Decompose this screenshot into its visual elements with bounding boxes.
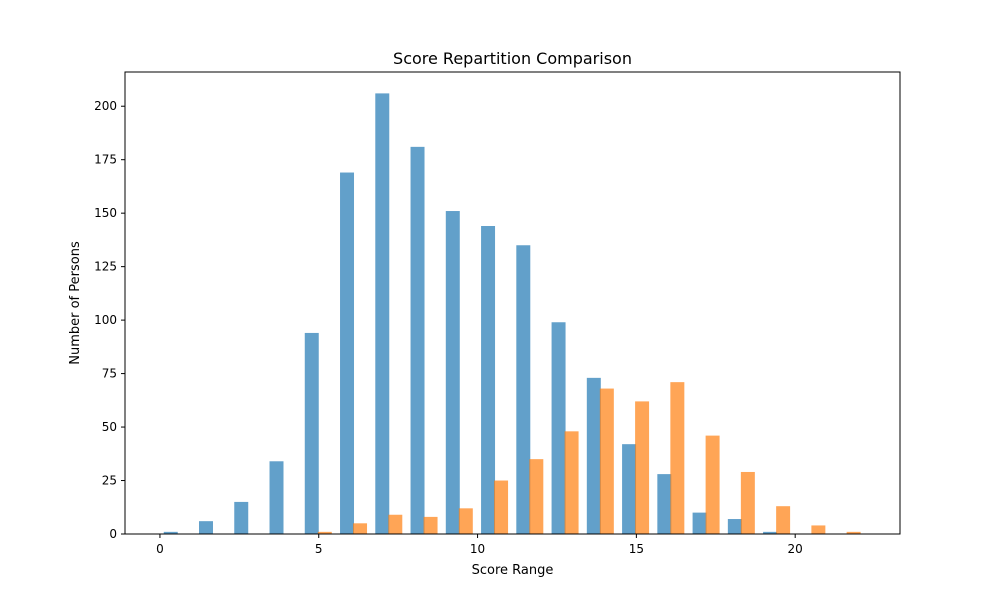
bar-series-0-bin-2 [234, 501, 249, 534]
bar-series-0-bin-8 [445, 211, 460, 534]
bar-series-0-bin-9 [481, 226, 496, 534]
bar-series-0-bin-17 [763, 531, 778, 534]
bar-series-1-bin-0 [317, 531, 332, 534]
chart-title: Score Repartition Comparison [393, 49, 632, 68]
bar-series-1-bin-14 [811, 525, 826, 534]
x-tick-label: 0 [156, 542, 164, 556]
bar-series-1-bin-1 [353, 523, 368, 534]
bar-series-0-bin-6 [375, 93, 390, 534]
bar-series-1-bin-7 [564, 431, 579, 534]
bar-series-1-bin-6 [529, 459, 544, 534]
bar-series-0-bin-12 [586, 377, 601, 534]
bar-series-1-bin-8 [599, 388, 614, 534]
bar-series-1-bin-3 [423, 516, 438, 534]
bar-series-1-bin-9 [635, 401, 650, 534]
bar-series-1-bin-13 [776, 506, 791, 534]
y-tick-label: 75 [102, 367, 117, 381]
bar-series-1-bin-11 [705, 435, 720, 534]
bar-series-0-bin-15 [692, 512, 707, 534]
x-axis-label: Score Range [472, 563, 554, 578]
y-axis: 0 25 50 75 100 125 150 175 200 [94, 99, 125, 541]
bar-series-0-bin-4 [304, 332, 319, 534]
bar-series-0-bin-13 [622, 444, 637, 534]
bar-series-0-bin-0 [163, 531, 178, 534]
y-tick-label: 175 [94, 153, 117, 167]
bar-series-0-bin-14 [657, 474, 672, 534]
bar-series-0-bin-1 [199, 521, 213, 534]
bar-series-1-bin-5 [494, 480, 509, 534]
bar-series-1-bin-12 [740, 471, 755, 534]
bar-series-1-bin-4 [458, 508, 473, 534]
y-tick-label: 50 [102, 420, 117, 434]
bar-series-1-bin-2 [388, 514, 403, 534]
bar-series-0-bin-3 [269, 461, 284, 534]
bar-series-0-bin-16 [727, 519, 742, 534]
x-tick-label: 20 [788, 542, 803, 556]
bar-series-0-bin-10 [516, 245, 531, 534]
x-axis: 0 5 10 15 20 [156, 534, 803, 556]
bar-series-0-bin-11 [551, 322, 566, 534]
x-tick-label: 15 [629, 542, 644, 556]
y-tick-label: 100 [94, 313, 117, 327]
x-tick-label: 10 [470, 542, 485, 556]
y-tick-label: 125 [94, 260, 117, 274]
bars-layer [163, 93, 861, 535]
bar-series-1-bin-15 [846, 531, 861, 534]
y-tick-label: 25 [102, 474, 117, 488]
plot-frame [124, 71, 901, 535]
y-tick-label: 200 [94, 99, 117, 113]
bar-series-1-bin-10 [670, 382, 685, 534]
y-axis-label: Number of Persons [68, 241, 83, 365]
y-tick-label: 150 [94, 206, 117, 220]
y-tick-label: 0 [109, 527, 117, 541]
bar-series-0-bin-5 [340, 172, 355, 534]
bar-series-0-bin-7 [410, 146, 425, 535]
x-tick-label: 5 [315, 542, 323, 556]
